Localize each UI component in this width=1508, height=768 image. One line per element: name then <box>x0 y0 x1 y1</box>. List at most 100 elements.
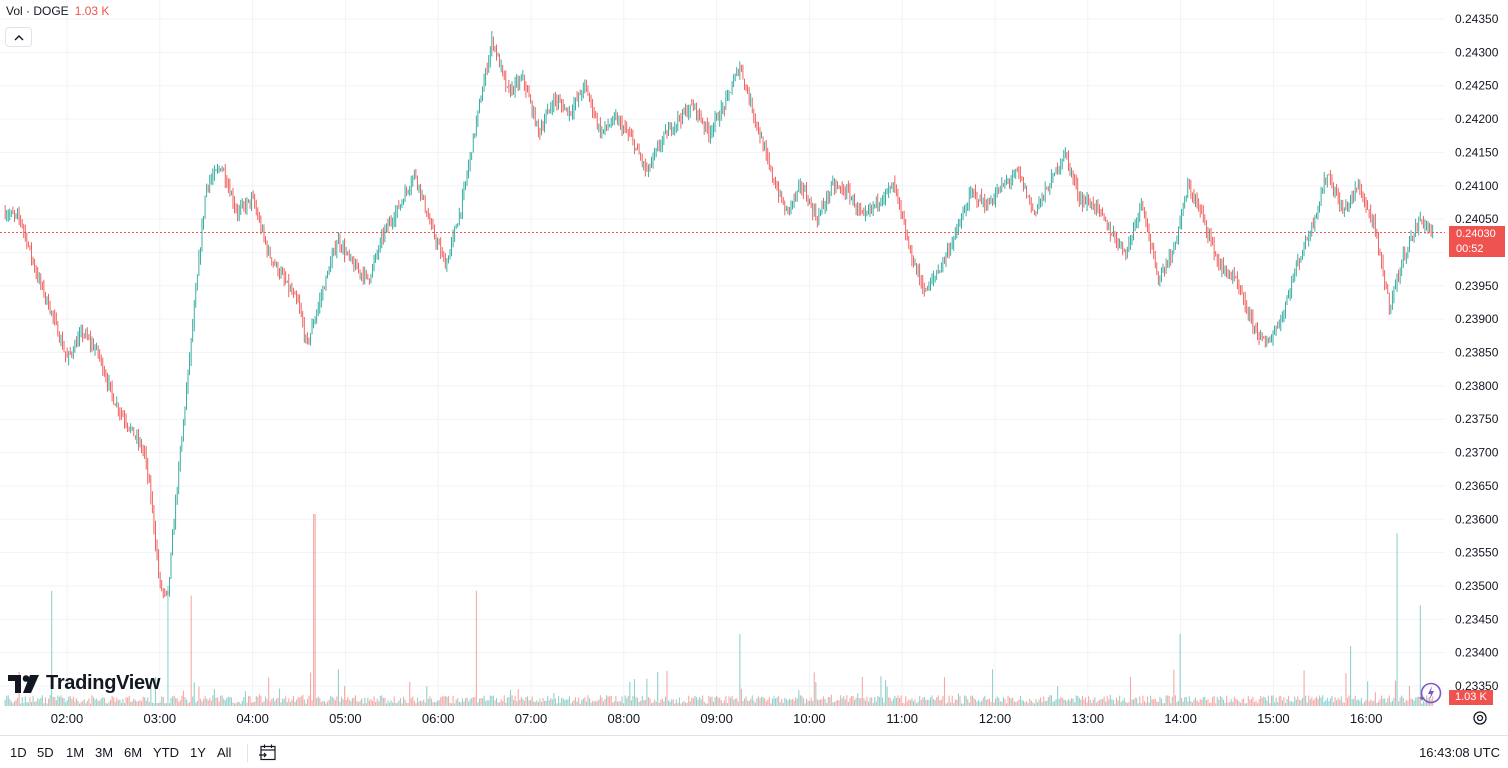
volume-bars <box>4 514 1434 706</box>
volume-bar <box>68 696 70 706</box>
volume-bar <box>850 695 853 706</box>
volume-bar <box>1249 699 1251 706</box>
volume-bar <box>588 698 591 706</box>
volume-bar <box>643 700 645 706</box>
volume-bar <box>320 702 322 706</box>
volume-bar <box>1100 699 1102 706</box>
volume-bar <box>593 701 595 706</box>
volume-bar <box>468 701 470 706</box>
collapse-legend-button[interactable] <box>5 27 32 47</box>
volume-bar <box>945 703 947 706</box>
volume-bar <box>1382 698 1384 706</box>
volume-bar <box>1315 696 1318 706</box>
volume-bar <box>689 701 691 706</box>
volume-bar <box>280 702 282 706</box>
volume-bar <box>387 700 389 706</box>
volume-bar <box>1221 697 1223 706</box>
volume-bar <box>1236 699 1238 706</box>
volume-bar <box>148 702 150 706</box>
volume-bar <box>464 698 467 706</box>
volume-bar <box>1088 696 1090 706</box>
calendar-goto-icon[interactable] <box>258 743 278 763</box>
range-button-6m[interactable]: 6M <box>124 745 143 760</box>
volume-bar <box>942 696 944 706</box>
volume-bar <box>10 701 12 706</box>
range-button-1d[interactable]: 1D <box>10 745 27 760</box>
volume-bar <box>1071 698 1073 706</box>
volume-bar <box>220 695 222 706</box>
volume-bar <box>536 700 538 706</box>
volume-bar <box>193 682 195 706</box>
volume-bar <box>940 699 942 706</box>
volume-bar <box>1328 701 1330 706</box>
volume-bar <box>590 702 592 706</box>
volume-bar <box>38 699 40 706</box>
volume-bar <box>1342 702 1344 706</box>
volume-bar <box>844 699 846 706</box>
volume-bar <box>179 700 181 706</box>
volume-bar <box>807 701 809 706</box>
volume-bar <box>235 703 237 706</box>
volume-bar <box>743 698 746 706</box>
volume-bar <box>764 698 766 706</box>
volume-bar <box>725 696 727 706</box>
volume-bar <box>181 695 183 706</box>
volume-bar <box>964 695 966 706</box>
volume-bar <box>139 699 141 706</box>
volume-bar <box>609 696 611 706</box>
volume-bar <box>753 700 755 706</box>
volume-bar <box>621 696 623 706</box>
volume-bar <box>249 696 251 706</box>
volume-bar <box>681 702 684 706</box>
volume-bar <box>832 702 834 706</box>
range-button-1m[interactable]: 1M <box>66 745 85 760</box>
range-button-5d[interactable]: 5D <box>37 745 54 760</box>
volume-bar <box>1176 702 1178 706</box>
volume-bar <box>1160 698 1163 706</box>
volume-bar <box>556 703 558 706</box>
volume-bar <box>1317 698 1319 706</box>
volume-bar <box>229 696 231 706</box>
assistant-spark-icon[interactable] <box>1418 681 1442 705</box>
volume-bar <box>375 701 377 706</box>
range-button-ytd[interactable]: YTD <box>153 745 179 760</box>
volume-bar <box>1373 700 1375 706</box>
volume-bar <box>612 702 614 706</box>
volume-bar <box>51 590 53 706</box>
volume-bar <box>816 699 818 706</box>
volume-bar <box>1174 695 1176 706</box>
volume-bar <box>238 701 240 706</box>
volume-bar <box>195 702 197 706</box>
volume-bar <box>1157 702 1159 706</box>
volume-bar <box>43 703 45 706</box>
volume-bar <box>1390 702 1392 706</box>
volume-bar <box>396 702 398 706</box>
volume-bar <box>785 699 787 706</box>
range-button-1y[interactable]: 1Y <box>190 745 206 760</box>
volume-bar <box>711 696 713 706</box>
volume-bar <box>798 690 800 706</box>
volume-bar <box>1198 702 1200 706</box>
volume-bar <box>723 700 725 706</box>
volume-bar <box>340 696 343 706</box>
volume-bar <box>499 702 501 706</box>
price-chart[interactable]: 0.24350 0.24300 0.24250 0.24200 0.24150 0.241… <box>0 0 1508 735</box>
volume-bar <box>957 693 959 706</box>
volume-bar <box>1308 695 1310 706</box>
volume-bar <box>347 696 349 706</box>
volume-bar <box>914 699 916 706</box>
volume-bar <box>1205 700 1207 706</box>
volume-bar <box>1115 697 1118 706</box>
volume-bar <box>1377 701 1380 706</box>
volume-bar <box>489 695 491 706</box>
volume-bar <box>398 700 400 706</box>
range-button-3m[interactable]: 3M <box>95 745 114 760</box>
volume-bar <box>272 697 274 706</box>
volume-bar <box>1391 700 1393 706</box>
volume-bar <box>903 703 905 706</box>
settings-icon[interactable] <box>1471 709 1489 727</box>
volume-bar <box>1399 697 1401 706</box>
tradingview-logo[interactable]: TradingView <box>8 672 160 695</box>
volume-bar <box>21 697 23 706</box>
range-button-all[interactable]: All <box>217 745 232 760</box>
